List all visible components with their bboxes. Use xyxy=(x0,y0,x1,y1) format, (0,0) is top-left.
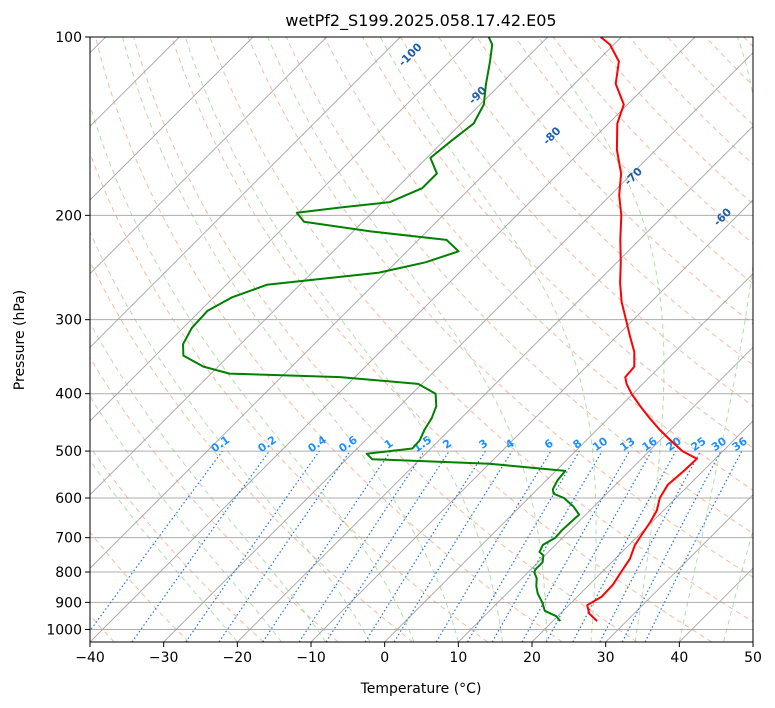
isotherm-line xyxy=(605,493,753,642)
mixing-ratio-label: 0.2 xyxy=(256,433,279,455)
x-tick-label: −20 xyxy=(223,650,253,666)
mixing-ratio-line xyxy=(393,450,513,642)
x-tick-label: 40 xyxy=(670,650,688,666)
axes: −40 −30 −20 −10 0 10 20 30 40 5010020030040050060… xyxy=(46,30,762,666)
dry-adiabat-line xyxy=(362,37,753,449)
isotherm-line xyxy=(531,420,753,642)
y-tick-label: 500 xyxy=(55,444,82,460)
mixing-ratio-label: 0.4 xyxy=(306,433,330,455)
y-tick-label: 600 xyxy=(55,491,82,507)
isotherm-line xyxy=(457,346,753,642)
dry-adiabat-line xyxy=(171,37,712,642)
x-axis-title: Temperature (°C) xyxy=(360,681,482,697)
y-tick-label: 300 xyxy=(55,313,82,329)
isotherm-line xyxy=(163,51,753,642)
mixing-ratio-line xyxy=(572,450,677,642)
x-tick-label: −10 xyxy=(296,650,326,666)
dry-adiabat-line xyxy=(209,37,753,623)
isotherm-line xyxy=(90,37,475,422)
mixing-ratio-line xyxy=(644,450,743,642)
x-tick-label: 20 xyxy=(523,650,541,666)
x-tick-label: −40 xyxy=(75,650,105,666)
y-tick-label: 400 xyxy=(55,387,82,403)
y-tick-label: 200 xyxy=(55,208,82,224)
mixing-ratio-line xyxy=(185,450,320,642)
isotherm-line xyxy=(752,641,753,642)
dry-adiabat-label: -100 xyxy=(396,40,425,69)
isotherm-line xyxy=(90,37,622,570)
dry-adiabat-line xyxy=(90,531,190,642)
mixing-ratio-label: 3 xyxy=(477,437,491,452)
moist-adiabat-line xyxy=(90,321,327,642)
dry-adiabat-line xyxy=(95,37,563,642)
mixing-ratio-label: 0.6 xyxy=(336,433,360,455)
mixing-ratio-line xyxy=(131,450,270,642)
isotherm-line xyxy=(90,37,401,349)
y-tick-label: 800 xyxy=(55,565,82,581)
mixing-ratio-line xyxy=(90,450,223,632)
mixing-ratio-line xyxy=(298,450,425,642)
moist-adiabat-line xyxy=(90,103,415,642)
mixing-ratio-label: 6 xyxy=(542,437,556,452)
moist-adiabat-line xyxy=(122,37,459,642)
dry-adiabat-line xyxy=(323,37,753,491)
mixing-ratio-line xyxy=(545,450,653,642)
moist-adiabat-line xyxy=(678,37,753,642)
moist-adiabat-line xyxy=(90,230,371,642)
y-axis-title: Pressure (hPa) xyxy=(12,290,28,390)
moist-adiabat-line xyxy=(184,37,503,642)
dry-adiabat-line xyxy=(90,151,488,642)
dry-adiabat-line xyxy=(90,356,339,642)
moist-adiabat-line xyxy=(90,395,282,642)
temperature-profile-line xyxy=(586,37,698,622)
x-tick-label: −30 xyxy=(149,650,179,666)
mixing-ratio-line xyxy=(262,450,392,642)
isotherm-line xyxy=(90,37,328,275)
dry-adiabat-line xyxy=(667,37,753,126)
isotherm-line xyxy=(384,272,753,642)
y-tick-label: 100 xyxy=(55,30,82,46)
dry-adiabat-label: -60 xyxy=(711,205,734,228)
x-tick-label: 0 xyxy=(380,650,389,666)
dry-adiabat-line xyxy=(705,37,753,87)
plot-area: 0.1 0.2 0.4 0.6 1 1.5 2 3 4 6 8 10 13 16 20 25 30 36-100-… xyxy=(90,37,753,642)
dry-adiabat-line xyxy=(743,37,753,48)
x-tick-label: 30 xyxy=(597,650,615,666)
isotherm-line xyxy=(90,37,549,496)
dry-adiabat-line xyxy=(90,445,264,642)
mixing-ratio-line xyxy=(364,450,486,642)
moist-adiabat-line xyxy=(537,37,665,642)
dewpoint-profile-line xyxy=(182,37,581,622)
moist-adiabat-line xyxy=(723,528,753,642)
dry-adiabat-label: -80 xyxy=(540,124,563,147)
mixing-ratio-line xyxy=(325,450,450,642)
x-tick-label: 50 xyxy=(744,650,762,666)
moist-adiabat-line xyxy=(90,459,238,642)
y-tick-label: 900 xyxy=(55,595,82,611)
mixing-ratio-label: 2 xyxy=(440,437,454,452)
mixing-ratio-line xyxy=(521,450,631,642)
moist-adiabat-line xyxy=(379,37,597,642)
dry-adiabat-line xyxy=(133,37,638,642)
mixing-ratio-line xyxy=(435,450,552,642)
isotherm-line xyxy=(310,199,753,642)
x-tick-label: 10 xyxy=(449,650,467,666)
dry-adiabat-line xyxy=(90,260,414,642)
plot-frame xyxy=(89,36,754,643)
mixing-ratio-line xyxy=(218,450,351,642)
mixing-ratio-line xyxy=(466,450,580,642)
y-tick-label: 1000 xyxy=(46,622,82,638)
chart-title: wetPf2_S199.2025.058.17.42.E05 xyxy=(285,11,556,31)
isotherm-line xyxy=(236,125,753,642)
isotherm-line xyxy=(90,37,696,642)
dry-adiabat-line xyxy=(438,37,753,366)
isotherm-line xyxy=(678,567,753,642)
isotherm-line xyxy=(90,37,254,201)
y-tick-label: 700 xyxy=(55,531,82,547)
dry-adiabat-line xyxy=(476,37,753,325)
moist-adiabat-line xyxy=(267,37,548,642)
